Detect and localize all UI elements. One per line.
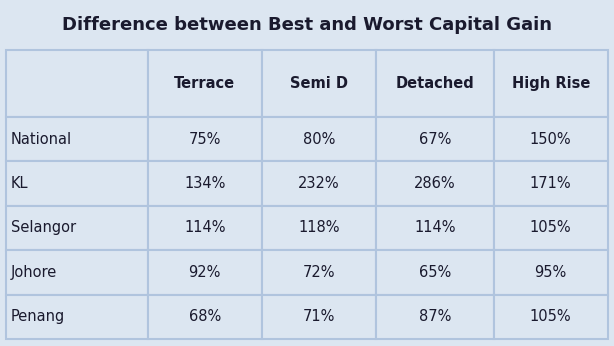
Bar xyxy=(147,295,262,339)
Text: 68%: 68% xyxy=(188,309,221,324)
Text: High Rise: High Rise xyxy=(511,76,590,91)
Text: 92%: 92% xyxy=(188,265,221,280)
Text: 80%: 80% xyxy=(303,131,335,147)
Text: 286%: 286% xyxy=(414,176,456,191)
Bar xyxy=(262,295,376,339)
Bar xyxy=(494,117,608,161)
Text: 87%: 87% xyxy=(419,309,451,324)
Bar xyxy=(6,295,147,339)
Text: Detached: Detached xyxy=(395,76,474,91)
Text: 75%: 75% xyxy=(188,131,221,147)
Text: Terrace: Terrace xyxy=(174,76,235,91)
Text: 150%: 150% xyxy=(530,131,572,147)
Text: 118%: 118% xyxy=(298,220,340,236)
Bar xyxy=(147,206,262,250)
Text: 71%: 71% xyxy=(303,309,335,324)
Bar xyxy=(376,50,494,117)
Bar xyxy=(6,161,147,206)
Text: 134%: 134% xyxy=(184,176,225,191)
Bar xyxy=(147,250,262,295)
Text: Penang: Penang xyxy=(11,309,65,324)
Bar xyxy=(494,50,608,117)
Bar xyxy=(494,206,608,250)
Text: 67%: 67% xyxy=(419,131,451,147)
Bar xyxy=(494,295,608,339)
Text: 232%: 232% xyxy=(298,176,340,191)
Text: National: National xyxy=(11,131,72,147)
Text: Difference between Best and Worst Capital Gain: Difference between Best and Worst Capita… xyxy=(62,16,552,34)
Text: 114%: 114% xyxy=(184,220,225,236)
Text: 72%: 72% xyxy=(303,265,335,280)
Text: KL: KL xyxy=(11,176,29,191)
Bar xyxy=(147,161,262,206)
Text: Johore: Johore xyxy=(11,265,57,280)
Text: 171%: 171% xyxy=(530,176,572,191)
Text: 65%: 65% xyxy=(419,265,451,280)
Text: Selangor: Selangor xyxy=(11,220,76,236)
Bar xyxy=(494,250,608,295)
Bar xyxy=(376,206,494,250)
Text: Semi D: Semi D xyxy=(290,76,348,91)
Text: 95%: 95% xyxy=(535,265,567,280)
Bar xyxy=(376,250,494,295)
Bar xyxy=(494,161,608,206)
Text: 105%: 105% xyxy=(530,220,572,236)
Text: 114%: 114% xyxy=(414,220,456,236)
Bar xyxy=(6,206,147,250)
Bar xyxy=(6,50,147,117)
Bar xyxy=(262,161,376,206)
Bar xyxy=(6,250,147,295)
Bar xyxy=(376,295,494,339)
Text: 105%: 105% xyxy=(530,309,572,324)
Bar xyxy=(262,50,376,117)
Bar xyxy=(376,117,494,161)
Bar xyxy=(262,250,376,295)
Bar xyxy=(262,117,376,161)
Bar xyxy=(6,117,147,161)
Bar xyxy=(376,161,494,206)
Bar xyxy=(147,50,262,117)
Bar xyxy=(262,206,376,250)
Bar xyxy=(147,117,262,161)
